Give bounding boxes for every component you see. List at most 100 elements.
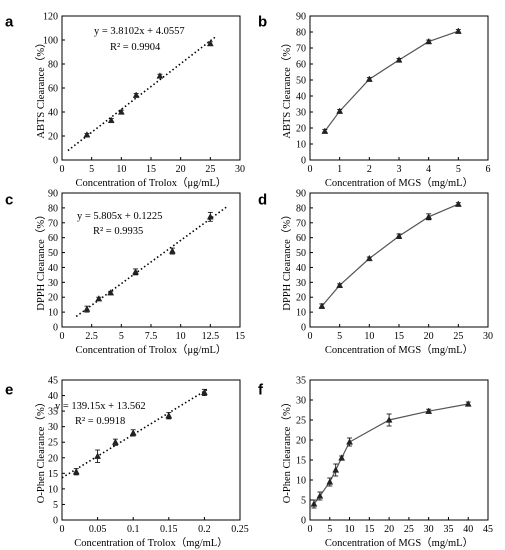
y-tick-label: 0: [53, 156, 58, 167]
y-tick-label: 10: [296, 476, 306, 487]
panel-b: b 0 10 20 30 40 50 60 70 80 90 0 1 2 3 4 5 6 Concentration…: [258, 12, 491, 190]
y-tick-label: 45: [48, 376, 58, 387]
y-axis-label: ABTS Clearance（%）: [35, 37, 47, 138]
y-tick-label: 40: [48, 391, 58, 402]
data-point: [326, 478, 334, 485]
data-point: [425, 213, 433, 220]
x-tick-label: 5: [327, 524, 332, 535]
r-squared: R² = 0.9935: [93, 226, 143, 237]
plot-frame: [309, 192, 489, 328]
data-point: [316, 492, 324, 499]
data-point: [318, 302, 326, 309]
data-point: [464, 400, 472, 407]
data-point: [385, 416, 393, 423]
x-axis-label: Concentration of MGS（mg/mL）: [325, 177, 473, 189]
data-point: [156, 72, 164, 79]
data-point: [72, 468, 80, 475]
y-tick-label: 20: [296, 293, 306, 304]
y-tick-label: 20: [48, 132, 58, 143]
x-tick-label: 0.15: [160, 524, 178, 535]
x-tick-label: 30: [235, 164, 245, 175]
y-tick-label: 5: [301, 496, 306, 507]
y-tick-label: 70: [296, 218, 306, 229]
x-tick-label: 0: [60, 331, 65, 342]
x-tick-label: 12.5: [202, 331, 220, 342]
x-axis-label: Concentration of Trolox（μg/mL）: [76, 344, 227, 356]
y-tick-label: 0: [53, 323, 58, 334]
data-point: [165, 412, 173, 419]
y-tick-label: 90: [296, 189, 306, 200]
plot-frame: [309, 379, 489, 521]
y-tick-label: 25: [48, 438, 58, 449]
y-tick-label: 0: [301, 516, 306, 527]
x-axis-label: Concentration of MGS（mg/mL）: [325, 537, 473, 549]
x-tick-label: 7.5: [145, 331, 158, 342]
x-tick-label: 5: [119, 331, 124, 342]
y-tick-label: 5: [53, 500, 58, 511]
data-point: [395, 232, 403, 239]
x-tick-label: 10: [345, 524, 355, 535]
y-tick-label: 35: [296, 376, 306, 387]
y-tick-label: 50: [48, 248, 58, 259]
y-tick-label: 20: [296, 124, 306, 135]
x-tick-label: 40: [463, 524, 473, 535]
y-tick-label: 100: [43, 36, 58, 47]
y-tick-label: 10: [48, 308, 58, 319]
x-tick-label: 5: [456, 164, 461, 175]
data-point: [336, 107, 344, 114]
data-point: [336, 281, 344, 288]
data-point: [365, 75, 373, 82]
x-tick-label: 15: [235, 331, 245, 342]
x-tick-label: 0.05: [89, 524, 107, 535]
series-line: [321, 203, 459, 307]
y-tick-label: 40: [296, 92, 306, 103]
y-tick-label: 40: [48, 263, 58, 274]
panel-f: f 0 5 10 15 20 25 30 35 0 5 10 15 20 25 30 35 40 45 Concent…: [258, 376, 493, 550]
y-tick-label: 30: [48, 278, 58, 289]
panel-label: e: [5, 381, 13, 398]
data-point: [454, 27, 462, 34]
y-tick-label: 30: [296, 396, 306, 407]
data-point: [129, 429, 137, 436]
data-point: [395, 56, 403, 63]
y-tick-label: 120: [43, 12, 58, 23]
y-tick-label: 20: [48, 453, 58, 464]
x-tick-label: 15: [394, 331, 404, 342]
x-tick-label: 0: [60, 524, 65, 535]
y-axis-label: O-Phen Clearance（%）: [35, 397, 47, 503]
x-tick-label: 5: [337, 331, 342, 342]
data-point: [107, 289, 115, 296]
data-point: [168, 247, 176, 254]
y-tick-label: 15: [296, 456, 306, 467]
data-point: [95, 294, 103, 302]
x-tick-label: 25: [205, 164, 215, 175]
x-tick-label: 20: [384, 524, 394, 535]
x-axis-label: Concentration of Trolox（μg/mL）: [76, 177, 227, 189]
data-point: [425, 407, 433, 414]
x-tick-label: 30: [483, 331, 493, 342]
panel-c: c 0 10 20 30 40 50 60 70 80 90 0 2.5 5 7.5 10 12.5 15 Conc…: [5, 189, 245, 357]
x-tick-label: 4: [426, 164, 431, 175]
data-point: [132, 91, 140, 98]
y-tick-label: 70: [48, 218, 58, 229]
x-tick-label: 10: [176, 331, 186, 342]
data-point: [117, 108, 125, 115]
panel-e: e 0 5 10 15 20 25 30 35 40 45 0 0.05 0.1 0.15 0.2 0.25 Co…: [5, 376, 249, 550]
y-axis-label: O-Phen Clearance（%）: [281, 397, 293, 503]
data-point: [83, 305, 91, 312]
y-tick-label: 40: [296, 263, 306, 274]
y-tick-label: 60: [48, 233, 58, 244]
y-tick-label: 40: [48, 108, 58, 119]
y-tick-label: 0: [301, 323, 306, 334]
y-tick-label: 35: [48, 407, 58, 418]
data-point: [346, 438, 353, 445]
data-point: [83, 131, 91, 138]
panel-label: d: [258, 191, 267, 208]
x-tick-label: 6: [486, 164, 491, 175]
data-point: [94, 452, 102, 459]
y-tick-label: 20: [48, 293, 58, 304]
x-tick-label: 0: [308, 164, 313, 175]
y-tick-label: 30: [48, 422, 58, 433]
data-point: [338, 454, 346, 461]
